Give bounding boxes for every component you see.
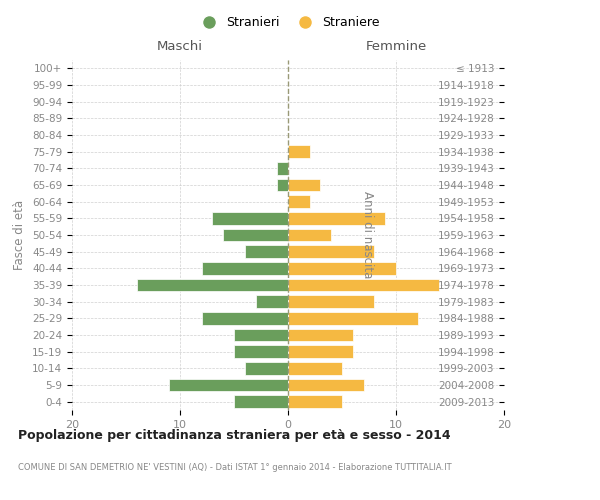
Bar <box>288 362 342 374</box>
Bar <box>212 212 288 224</box>
Bar <box>202 312 288 324</box>
Bar <box>234 396 288 408</box>
Bar <box>288 229 331 241</box>
Text: Popolazione per cittadinanza straniera per età e sesso - 2014: Popolazione per cittadinanza straniera p… <box>18 430 451 442</box>
Text: Femmine: Femmine <box>365 40 427 54</box>
Bar <box>288 262 396 274</box>
Bar <box>202 262 288 274</box>
Bar <box>234 329 288 341</box>
Bar <box>245 362 288 374</box>
Bar <box>288 396 342 408</box>
Bar <box>277 179 288 192</box>
Bar <box>288 312 418 324</box>
Bar <box>277 162 288 174</box>
Bar <box>288 212 385 224</box>
Bar <box>256 296 288 308</box>
Text: COMUNE DI SAN DEMETRIO NE' VESTINI (AQ) - Dati ISTAT 1° gennaio 2014 - Elaborazi: COMUNE DI SAN DEMETRIO NE' VESTINI (AQ) … <box>18 464 452 472</box>
Bar <box>288 246 374 258</box>
Legend: Stranieri, Straniere: Stranieri, Straniere <box>191 11 385 34</box>
Y-axis label: Anni di nascita: Anni di nascita <box>361 192 374 278</box>
Bar <box>234 346 288 358</box>
Bar <box>137 279 288 291</box>
Bar <box>288 296 374 308</box>
Bar <box>288 179 320 192</box>
Bar <box>288 346 353 358</box>
Bar <box>245 246 288 258</box>
Bar <box>288 146 310 158</box>
Text: Maschi: Maschi <box>157 40 203 54</box>
Bar <box>169 379 288 391</box>
Bar <box>288 196 310 208</box>
Y-axis label: Fasce di età: Fasce di età <box>13 200 26 270</box>
Bar <box>288 279 439 291</box>
Bar <box>288 379 364 391</box>
Bar <box>288 329 353 341</box>
Bar <box>223 229 288 241</box>
